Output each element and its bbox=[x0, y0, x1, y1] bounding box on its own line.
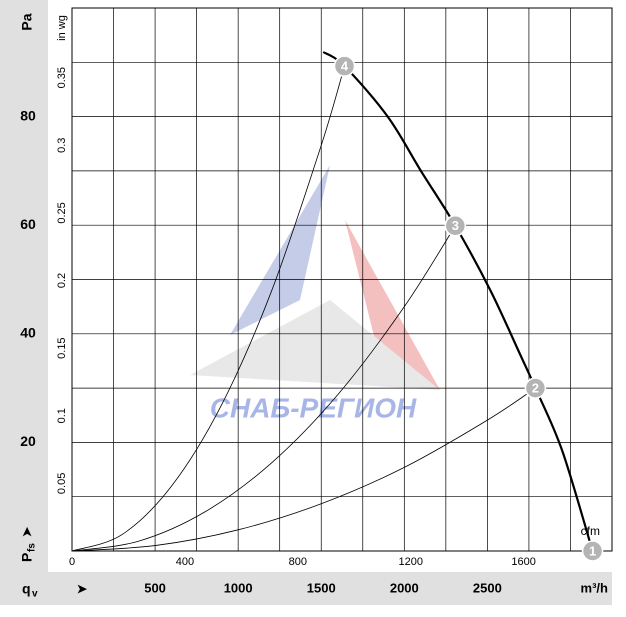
point-marker bbox=[581, 540, 604, 562]
x-arrow: ➤ bbox=[76, 581, 88, 597]
y2-tick-label: 0.05 bbox=[56, 473, 68, 494]
curve bbox=[71, 65, 345, 552]
x2-tick-label: 800 bbox=[289, 556, 307, 568]
watermark: СНАБ-РЕГИОН bbox=[210, 392, 417, 423]
x2-tick-label: 0 bbox=[69, 556, 75, 568]
y2-tick-label: 0.2 bbox=[56, 273, 68, 288]
x2-tick-label: 1600 bbox=[511, 556, 535, 568]
point-marker bbox=[524, 377, 547, 399]
y2-tick-label: 0.3 bbox=[56, 138, 68, 153]
x-symbol-sub: v bbox=[32, 589, 38, 600]
point-marker bbox=[333, 55, 356, 77]
point-label: 3 bbox=[452, 218, 459, 233]
x-symbol: q bbox=[22, 581, 31, 597]
x-tick-label: 1000 bbox=[224, 580, 253, 595]
bottom-band bbox=[0, 572, 612, 605]
x-tick-label: 500 bbox=[144, 580, 166, 595]
left-band bbox=[0, 0, 48, 605]
y2-tick-label: 0.15 bbox=[56, 337, 68, 358]
point-label: 2 bbox=[532, 381, 539, 396]
curve bbox=[71, 225, 456, 552]
y2-tick-label: 0.35 bbox=[56, 67, 68, 88]
y2-label: in wg bbox=[56, 15, 68, 41]
x2-label: cfm bbox=[581, 524, 600, 538]
y2-tick-label: 0.25 bbox=[56, 202, 68, 223]
x-tick-label: 1500 bbox=[307, 580, 336, 595]
watermark-logo bbox=[190, 165, 440, 390]
x-label: m³/h bbox=[581, 580, 609, 595]
y-tick-label: 60 bbox=[20, 216, 36, 232]
x2-tick-label: 400 bbox=[176, 556, 194, 568]
y-arrow: ➤ bbox=[19, 526, 35, 538]
y-tick-label: 40 bbox=[20, 325, 36, 341]
point-marker bbox=[444, 214, 467, 237]
x-tick-label: 2500 bbox=[473, 580, 502, 595]
y-label: Pa bbox=[19, 13, 35, 30]
y-symbol: P bbox=[19, 553, 35, 562]
y2-tick-label: 0.1 bbox=[56, 408, 68, 423]
point-label: 1 bbox=[589, 543, 596, 558]
curve bbox=[71, 387, 536, 552]
y-tick-label: 80 bbox=[20, 107, 36, 123]
y-tick-label: 20 bbox=[20, 433, 36, 449]
x-tick-label: 2000 bbox=[390, 580, 419, 595]
y-symbol-sub: fs bbox=[27, 543, 38, 552]
point-label: 4 bbox=[341, 59, 349, 74]
x2-tick-label: 1200 bbox=[398, 556, 422, 568]
curve bbox=[322, 51, 594, 552]
plot-frame bbox=[71, 7, 613, 552]
